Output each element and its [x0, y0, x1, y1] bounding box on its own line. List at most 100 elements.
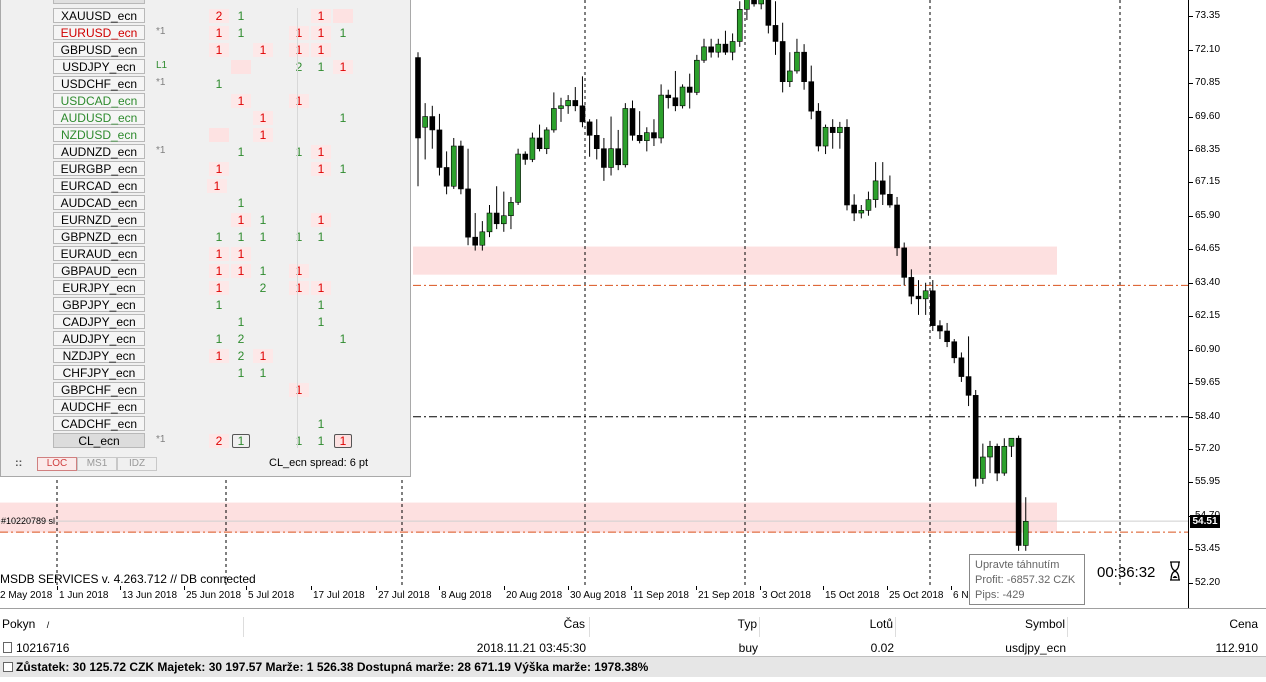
spread-label: CL_ecn spread: 6 pt	[269, 457, 369, 469]
symbol-button-cadjpy_ecn[interactable]: CADJPY_ecn	[53, 314, 145, 329]
symbol-button-nzdusd_ecn[interactable]: NZDUSD_ecn	[53, 127, 145, 142]
price-label: 63.40	[1195, 276, 1221, 288]
candle-body	[772, 25, 779, 42]
candle-body	[665, 94, 672, 99]
time-tick	[57, 586, 58, 590]
price-tick	[1189, 83, 1193, 85]
price-tick	[1189, 282, 1193, 284]
signal-cell: 1	[237, 230, 245, 244]
signal-cell: 1	[237, 145, 245, 159]
candle-body	[529, 137, 536, 160]
symbol-button-gbpjpy_ecn[interactable]: GBPJPY_ecn	[53, 297, 145, 312]
price-axis[interactable]: 73.35 72.10 70.85 69.60 68.35 67.15 65.90 64.65…	[1188, 0, 1266, 608]
signal-cell: 2	[209, 434, 229, 448]
price-label: 60.90	[1195, 343, 1221, 355]
col-header-type[interactable]: Typ	[590, 617, 760, 637]
mode-ms1-button[interactable]: MS1	[77, 457, 117, 471]
candlestick-chart[interactable]: #10220789 sl	[0, 0, 1188, 608]
candle-body	[1001, 445, 1008, 474]
candle-body	[1015, 437, 1022, 546]
symbol-button-eurjpy_ecn[interactable]: EURJPY_ecn	[53, 280, 145, 295]
signal-cell: 1	[231, 94, 251, 108]
summary-text: Zůstatek: 30 125.72 CZK Majetek: 30 197.…	[16, 660, 649, 674]
symbol-button-gbpusd_ecn[interactable]: GBPUSD_ecn	[53, 42, 145, 57]
symbol-button-audchf_ecn[interactable]: AUDCHF_ecn	[53, 399, 145, 414]
panel-menu-icon[interactable]: ::	[15, 457, 23, 469]
signal-cell: 1	[209, 26, 229, 40]
candle-body	[508, 202, 514, 217]
symbol-button-audnzd_ecn[interactable]: AUDNZD_ecn	[53, 144, 145, 159]
symbol-button-euraud_ecn[interactable]: EURAUD_ecn	[53, 246, 145, 261]
signal-cell: 1	[317, 417, 325, 431]
candle-body	[500, 215, 507, 225]
order-row[interactable]: 10216716 2018.11.21 03:45:30 buy 0.02 us…	[0, 639, 1266, 657]
candle-body	[422, 116, 428, 128]
signal-cell: 1	[311, 281, 331, 295]
candle-body	[872, 180, 879, 200]
date-label: 6 N	[953, 590, 969, 601]
price-label: 55.95	[1195, 476, 1221, 488]
signal-cell: 1	[333, 60, 353, 74]
candle-body	[801, 51, 807, 82]
candle-body	[758, 0, 765, 5]
symbol-button-audjpy_ecn[interactable]: AUDJPY_ecn	[53, 331, 145, 346]
symbol-button-eurusd_ecn[interactable]: EURUSD_ecn	[53, 25, 145, 40]
grid-separator	[297, 8, 298, 448]
symbol-button-xauusd_ecn[interactable]: XAUUSD_ecn	[53, 8, 145, 23]
price-tick	[1189, 448, 1193, 450]
signal-cell: 1	[253, 43, 273, 57]
price-label: 58.40	[1195, 410, 1221, 422]
order-type: buy	[738, 641, 758, 655]
signal-cell: 1	[253, 128, 273, 142]
price-label: 57.20	[1195, 442, 1221, 454]
signal-cell: 1	[215, 77, 223, 91]
signal-cell: 1	[311, 43, 331, 57]
symbol-button-gbpnzd_ecn[interactable]: GBPNZD_ecn	[53, 229, 145, 244]
symbol-tag: *1	[156, 26, 166, 37]
symbol-button-audcad_ecn[interactable]: AUDCAD_ecn	[53, 195, 145, 210]
symbol-button-usdjpy_ecn[interactable]: USDJPY_ecn	[53, 59, 145, 74]
symbol-button-audusd_ecn[interactable]: AUDUSD_ecn	[53, 110, 145, 125]
signal-cell: 1	[295, 434, 303, 448]
symbol-panel: XAUUSD_ecn EURUSD_ecn *1 GBPUSD_ecn USDJPY_e…	[0, 0, 411, 477]
price-tick	[1189, 583, 1193, 584]
symbol-button-cl_ecn[interactable]: CL_ecn	[53, 433, 145, 448]
candle-body	[951, 341, 958, 359]
candle-body	[879, 180, 886, 195]
current-price-label: 54.51	[1190, 515, 1220, 528]
mode-idz-button[interactable]: IDZ	[117, 457, 157, 471]
symbol-tag: *1	[156, 145, 166, 156]
price-tick	[1189, 249, 1193, 251]
signal-cell: 1	[231, 213, 251, 227]
signal-cell: 1	[317, 315, 325, 329]
col-header-price[interactable]: Cena	[1229, 617, 1258, 631]
symbol-button-nzdjpy_ecn[interactable]: NZDJPY_ecn	[53, 348, 145, 363]
col-header-lots[interactable]: Lotů	[760, 617, 896, 637]
candle-body	[1008, 437, 1015, 447]
col-header-order[interactable]: Pokyn /	[0, 617, 244, 637]
col-header-symbol[interactable]: Symbol	[896, 617, 1068, 637]
symbol-button-gbpaud_ecn[interactable]: GBPAUD_ecn	[53, 263, 145, 278]
signal-cell: 1	[209, 247, 229, 261]
date-label: 3 Oct 2018	[762, 590, 811, 601]
symbol-button-eurnzd_ecn[interactable]: EURNZD_ecn	[53, 212, 145, 227]
symbol-button-chfjpy_ecn[interactable]: CHFJPY_ecn	[53, 365, 145, 380]
symbol-button-gbpchf_ecn[interactable]: GBPCHF_ecn	[53, 382, 145, 397]
symbol-button-cadchf_ecn[interactable]: CADCHF_ecn	[53, 416, 145, 431]
signal-cell: 1	[311, 162, 331, 176]
candle-body	[679, 86, 686, 107]
symbol-button-usdchf_ecn[interactable]: USDCHF_ecn	[53, 76, 145, 91]
symbol-button-eurcad_ecn[interactable]: EURCAD_ecn	[53, 178, 145, 193]
symbol-button-eurgbp_ecn[interactable]: EURGBP_ecn	[53, 161, 145, 176]
candle-body	[765, 0, 772, 26]
symbol-button-usdcad_ecn[interactable]: USDCAD_ecn	[53, 93, 145, 108]
mode-loc-button[interactable]: LOC	[37, 457, 77, 471]
connection-status: MSDB SERVICES v. 4.263.712 // DB connect…	[0, 572, 256, 586]
candle-body	[429, 116, 436, 131]
order-icon	[3, 642, 12, 653]
col-header-time[interactable]: Čas	[244, 617, 590, 637]
account-summary: Zůstatek: 30 125.72 CZK Majetek: 30 197.…	[0, 656, 1266, 677]
candle-body	[829, 126, 836, 133]
time-tick	[696, 586, 697, 590]
signal-cell: 1	[259, 366, 267, 380]
